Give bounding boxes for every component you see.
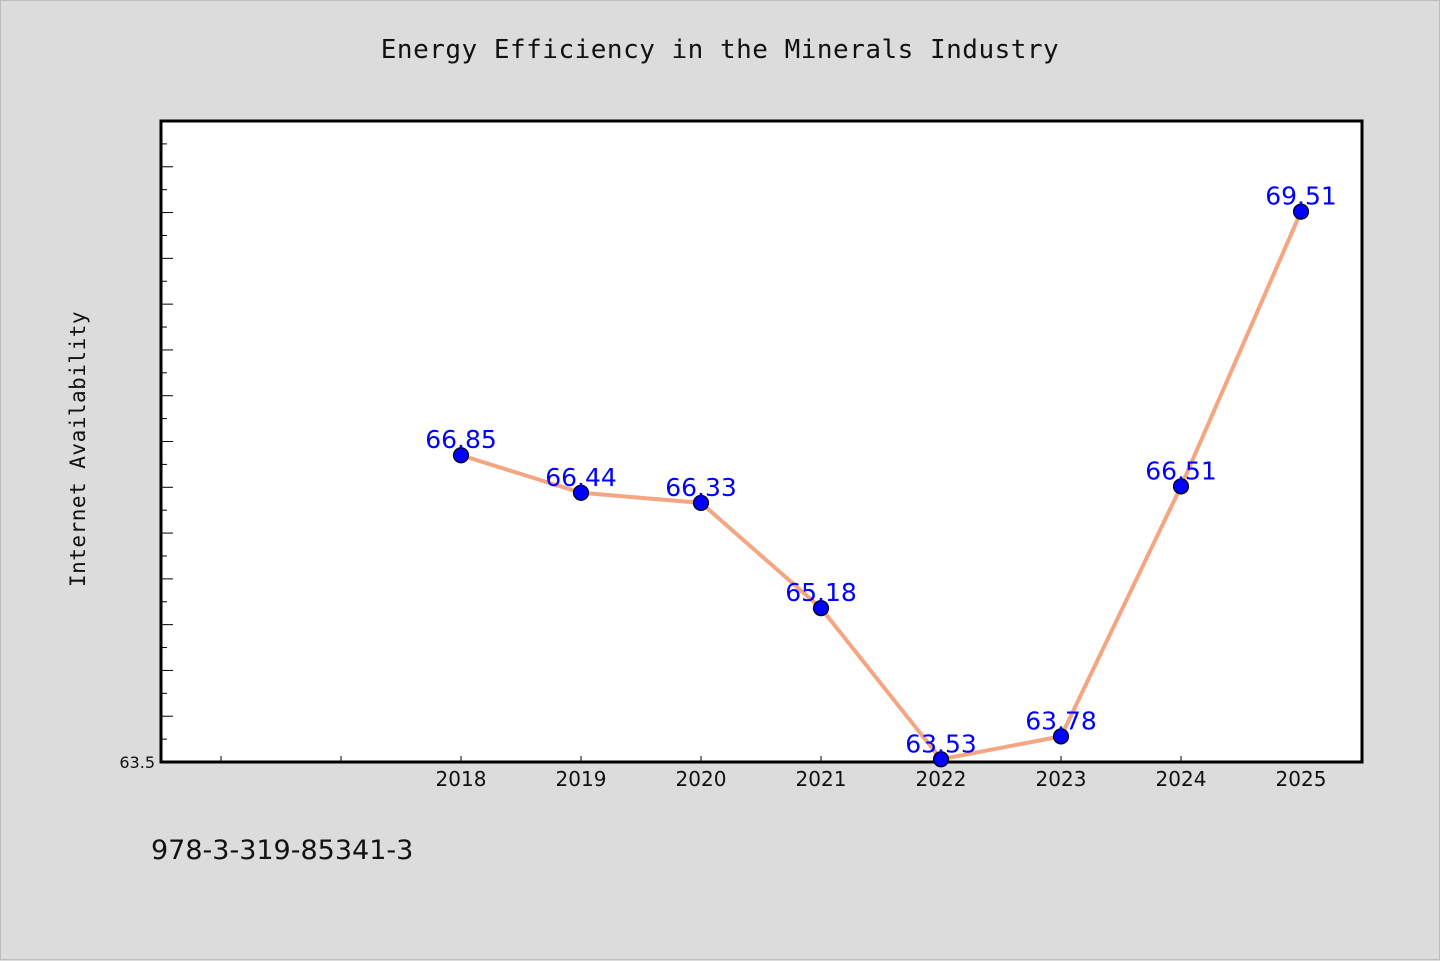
data-label: 66.51 (1145, 456, 1217, 485)
x-tick-label: 2025 (1276, 767, 1327, 791)
y-axis-label: Internet Availability (66, 311, 90, 587)
data-point (692, 494, 710, 511)
data-label: 66.85 (425, 425, 497, 454)
data-label: 66.44 (545, 463, 617, 492)
x-tick-label: 2023 (1036, 767, 1087, 791)
footer-code: 978-3-319-85341-3 (151, 835, 414, 866)
data-label: 66.33 (665, 473, 737, 502)
data-point (812, 600, 830, 617)
x-tick-label: 2022 (916, 767, 967, 791)
x-tick-label: 2018 (436, 767, 487, 791)
data-label: 63.53 (905, 729, 977, 758)
x-tick-label: 2019 (556, 767, 607, 791)
data-point (1292, 203, 1310, 220)
data-point (572, 484, 590, 501)
data-point (1172, 478, 1190, 495)
x-tick-label: 2021 (796, 767, 847, 791)
y-tick-label: 63.5 (119, 753, 155, 772)
data-label: 63.78 (1025, 706, 1097, 735)
x-tick-label: 2024 (1156, 767, 1207, 791)
x-tick-label: 2020 (676, 767, 727, 791)
data-point (452, 447, 470, 464)
chart-title: Energy Efficiency in the Minerals Indust… (380, 35, 1060, 65)
data-label: 65.18 (785, 578, 857, 607)
data-label: 69.51 (1265, 182, 1337, 211)
series-line (460, 210, 1303, 762)
data-point (1052, 728, 1070, 745)
data-point (932, 751, 950, 768)
plot-area (159, 119, 1364, 764)
